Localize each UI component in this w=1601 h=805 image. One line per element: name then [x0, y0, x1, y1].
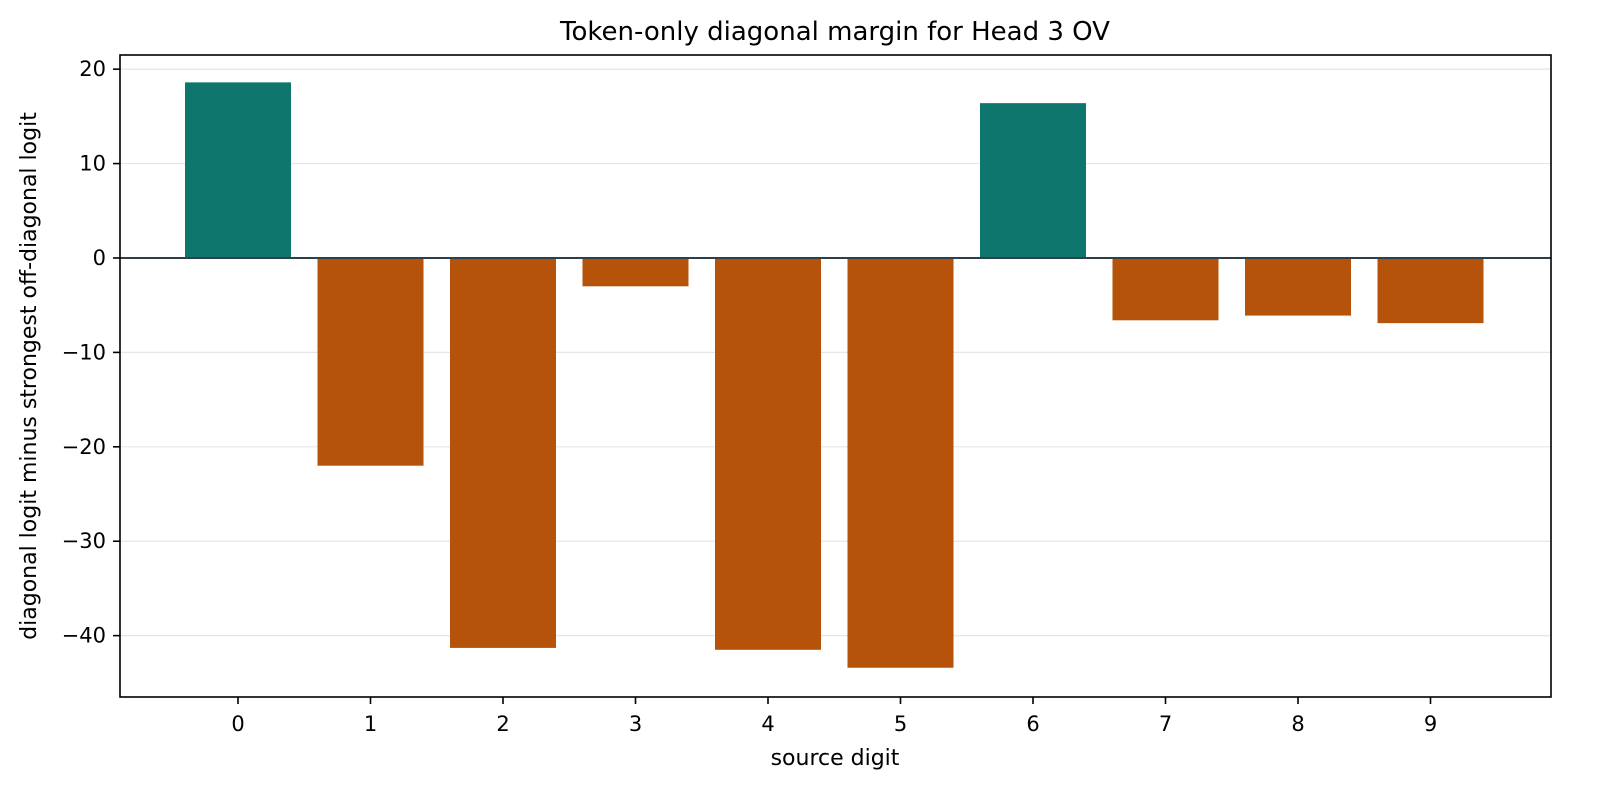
x-axis-ticks: 0 1 2 3 4 5 6 7 8 9 — [231, 697, 1437, 736]
y-tick-label: −40 — [62, 624, 106, 648]
bar-9 — [1377, 257, 1484, 324]
y-tick-label: 10 — [79, 152, 106, 176]
bar-0 — [185, 82, 291, 258]
bar-7 — [1112, 257, 1219, 321]
bar-3 — [582, 257, 689, 287]
plot-frame — [119, 54, 1552, 698]
x-tick-label: 3 — [629, 712, 642, 736]
x-tick-label: 2 — [496, 712, 509, 736]
y-tick-label: −30 — [62, 529, 106, 553]
y-tick-label: −10 — [62, 340, 106, 364]
chart-title: Token-only diagonal margin for Head 3 OV — [559, 17, 1110, 47]
x-tick-label: 8 — [1291, 712, 1304, 736]
bar-6 — [980, 103, 1086, 258]
bar-2 — [450, 257, 556, 648]
x-tick-label: 4 — [761, 712, 774, 736]
plot-border — [119, 54, 1552, 698]
x-tick-label: 1 — [364, 712, 377, 736]
bar-1 — [317, 257, 424, 466]
x-tick-label: 0 — [231, 712, 244, 736]
y-axis-label: diagonal logit minus strongest off-diago… — [17, 112, 42, 640]
y-tick-label: 20 — [79, 57, 106, 81]
y-tick-label: 0 — [93, 246, 106, 270]
x-tick-label: 9 — [1424, 712, 1437, 736]
bars — [185, 82, 1484, 668]
y-tick-label: −20 — [62, 435, 106, 459]
bar-8 — [1245, 257, 1351, 316]
bar-5 — [847, 257, 954, 668]
x-tick-label: 5 — [894, 712, 907, 736]
y-axis-ticks: 20 10 0 −10 −20 −30 −40 — [62, 57, 120, 648]
x-tick-label: 7 — [1159, 712, 1172, 736]
x-tick-label: 6 — [1026, 712, 1039, 736]
x-axis-label: source digit — [771, 746, 900, 771]
bar-4 — [715, 257, 821, 650]
